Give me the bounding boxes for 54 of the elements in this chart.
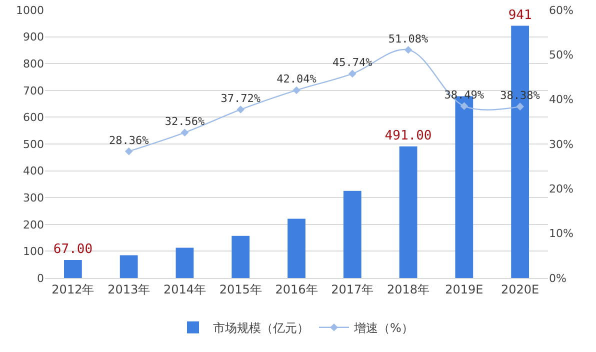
x-tick-label: 2018年 bbox=[387, 282, 430, 296]
data-label: 37.72% bbox=[220, 92, 261, 106]
y-tick-label: 800 bbox=[23, 57, 44, 70]
y-tick-label: 100 bbox=[23, 245, 44, 258]
y-tick-label: 1000 bbox=[16, 4, 44, 17]
y2-tick-label: 10% bbox=[549, 227, 574, 240]
bar bbox=[176, 248, 194, 278]
data-label: 491.00 bbox=[384, 128, 432, 144]
x-tick-label: 2012年 bbox=[52, 282, 94, 296]
point bbox=[348, 70, 356, 78]
point bbox=[404, 46, 412, 54]
y2-tick-label: 0% bbox=[549, 272, 566, 285]
data-label: 51.08% bbox=[388, 32, 429, 46]
data-label: 941 bbox=[508, 8, 532, 23]
y2-tick-label: 60% bbox=[549, 4, 574, 17]
x-tick-label: 2020E bbox=[500, 282, 540, 296]
y2-tick-label: 30% bbox=[549, 138, 574, 151]
y-tick-label: 200 bbox=[23, 218, 44, 232]
x-tick-label: 2019E bbox=[445, 282, 484, 296]
x-tick-label: 2015年 bbox=[219, 282, 262, 296]
y-tick-label: 300 bbox=[23, 191, 44, 204]
point bbox=[236, 106, 245, 114]
legend-label: 增速（%） bbox=[353, 321, 414, 336]
point bbox=[292, 86, 300, 94]
data-label: 42.04% bbox=[276, 72, 317, 86]
x-tick-label: 2013年 bbox=[108, 282, 150, 296]
x-tick-label: 2014年 bbox=[163, 282, 206, 296]
y-tick-label: 900 bbox=[23, 30, 44, 44]
point bbox=[516, 102, 524, 110]
y-tick-label: 700 bbox=[23, 84, 44, 98]
data-label: 45.74% bbox=[332, 56, 373, 70]
y2-tick-label: 40% bbox=[549, 93, 574, 106]
y-tick-label: 0 bbox=[37, 272, 44, 285]
bar bbox=[64, 260, 82, 278]
bar bbox=[343, 190, 362, 278]
bar bbox=[120, 255, 138, 278]
bar bbox=[232, 236, 250, 278]
point bbox=[460, 102, 468, 110]
y-tick-label: 400 bbox=[23, 164, 44, 178]
data-label: 38.49% bbox=[444, 88, 484, 102]
y-tick-label: 600 bbox=[23, 111, 44, 124]
data-label: 32.56% bbox=[164, 115, 205, 128]
data-label: 28.36% bbox=[108, 134, 150, 147]
x-tick-label: 2017年 bbox=[331, 282, 374, 296]
data-label: 67.00 bbox=[53, 242, 93, 258]
y2-tick-label: 20% bbox=[549, 182, 574, 196]
y2-tick-label: 50% bbox=[549, 48, 574, 62]
y-tick-label: 500 bbox=[23, 138, 44, 151]
point bbox=[180, 128, 189, 136]
legend-label: 市场规模（亿元） bbox=[213, 321, 309, 336]
bar bbox=[399, 146, 418, 278]
bar bbox=[288, 218, 306, 278]
x-tick-label: 2016年 bbox=[275, 282, 318, 296]
point bbox=[124, 147, 133, 156]
